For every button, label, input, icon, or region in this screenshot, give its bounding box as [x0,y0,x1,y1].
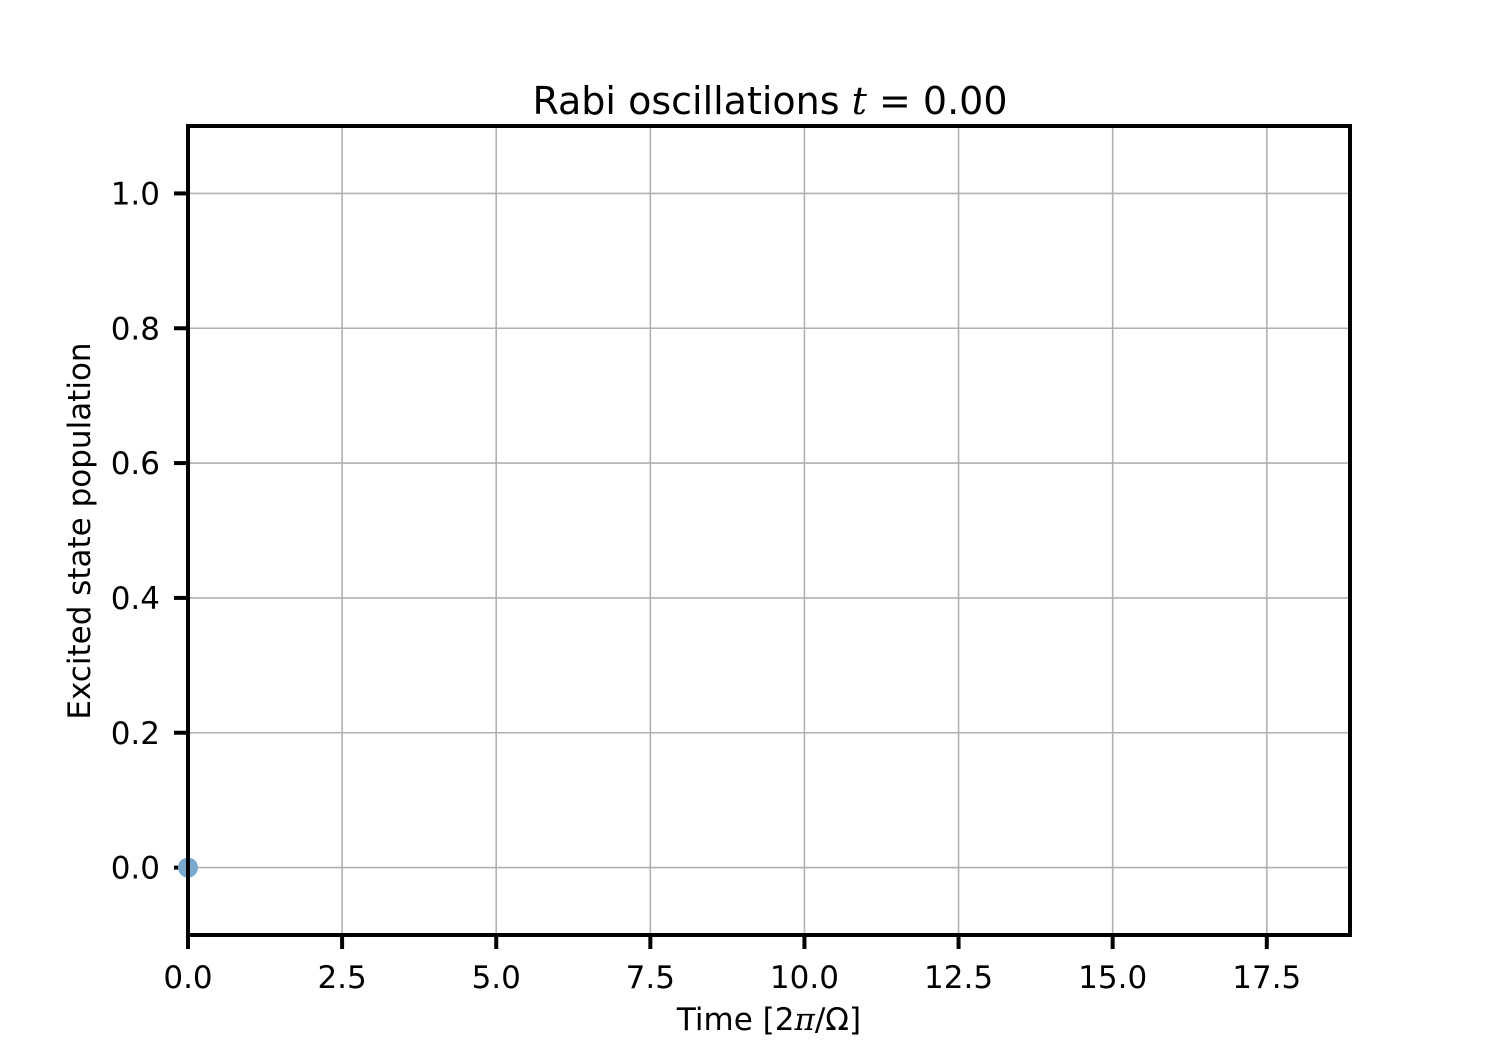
x-tick-label: 17.5 [1232,960,1301,996]
x-tick-label: 5.0 [472,960,521,996]
title-value: 0.00 [923,79,1008,123]
y-axis-label: Excited state population [62,342,98,719]
y-tick-label: 0.0 [111,851,160,887]
x-axis-label-symbol: π [793,1002,815,1038]
x-tick-label: 7.5 [626,960,675,996]
y-tick-label: 0.2 [111,716,160,752]
y-tick-label: 0.8 [111,311,160,347]
title-prefix: Rabi oscillations [532,79,851,123]
x-tick-label: 0.0 [163,960,212,996]
x-tick-label: 12.5 [924,960,993,996]
x-axis-label: Time [2π/Ω] [676,1002,861,1038]
y-tick-label: 1.0 [111,176,160,212]
title-variable: t [852,79,868,123]
chart-title: Rabi oscillations t = 0.00 [532,79,1007,123]
x-tick-label: 15.0 [1078,960,1147,996]
y-tick-label: 0.4 [111,581,160,617]
grid-lines [187,126,1350,935]
x-axis-label-prefix: Time [2 [676,1002,795,1038]
x-tick-label: 10.0 [770,960,839,996]
y-tick-label: 0.6 [111,446,160,482]
plot-frame [186,124,1352,937]
title-equals: = [867,79,923,123]
x-tick-label: 2.5 [317,960,366,996]
x-axis-label-suffix: /Ω] [815,1002,861,1038]
axis-ticks: 0.0 2.5 5.0 7.5 10.0 12.5 15.0 17.5 0.0 0.2 0.4 0.6… [111,176,1302,996]
